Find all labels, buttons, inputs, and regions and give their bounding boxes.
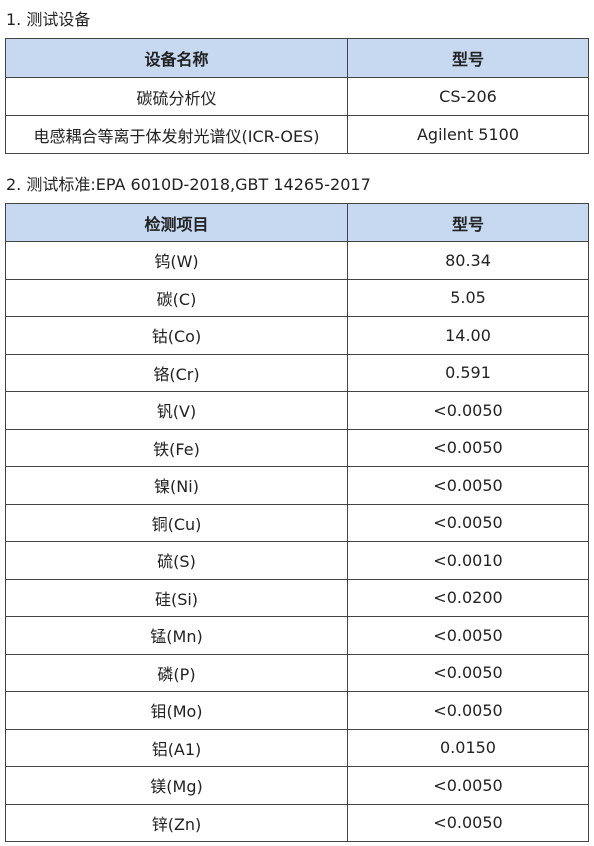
table-row: 硅(Si) <0.0200	[5, 578, 589, 617]
table-cell: 碳(C)	[5, 278, 348, 317]
table-cell: 铁(Fe)	[5, 428, 348, 467]
table-cell: 硅(Si)	[5, 578, 348, 617]
table-row: 锌(Zn) <0.0050	[5, 803, 589, 842]
table-row: 铬(Cr) 0.591	[5, 353, 589, 392]
table-cell: 5.05	[347, 278, 589, 317]
table-cell: <0.0050	[347, 466, 589, 505]
table-cell: <0.0050	[347, 391, 589, 430]
table-cell: <0.0050	[347, 616, 589, 655]
table-cell: 0.0150	[347, 728, 589, 767]
table-cell: 钨(W)	[5, 241, 348, 280]
table-cell: 碳硫分析仪	[5, 77, 348, 116]
table-row: 镁(Mg) <0.0050	[5, 766, 589, 805]
table-row: 镍(Ni) <0.0050	[5, 466, 589, 505]
section-heading: 1. 测试设备	[6, 10, 91, 29]
table-cell: 镁(Mg)	[5, 766, 348, 805]
header-cell: 型号	[347, 38, 589, 78]
table-cell: 铜(Cu)	[5, 503, 348, 542]
table-cell: 镍(Ni)	[5, 466, 348, 505]
table-row: 钼(Mo) <0.0050	[5, 691, 589, 730]
table-cell: 电感耦合等离于体发射光谱仪(ICR-OES)	[5, 115, 348, 154]
table-cell: 80.34	[347, 241, 589, 280]
table-cell: 硫(S)	[5, 541, 348, 580]
table-row: 钨(W) 80.34	[5, 241, 589, 280]
table-cell: <0.0050	[347, 503, 589, 542]
table-cell: <0.0200	[347, 578, 589, 617]
table-cell: Agilent 5100	[347, 115, 589, 154]
table-cell: 钼(Mo)	[5, 691, 348, 730]
header-row: 检测项目 型号	[5, 203, 589, 242]
table-row: 锰(Mn) <0.0050	[5, 616, 589, 655]
table-row: 铝(A1) 0.0150	[5, 728, 589, 767]
table-cell: 铬(Cr)	[5, 353, 348, 392]
table-cell: <0.0010	[347, 541, 589, 580]
table-row: 铁(Fe) <0.0050	[5, 428, 589, 467]
table-cell: <0.0050	[347, 653, 589, 692]
table-cell: 磷(P)	[5, 653, 348, 692]
table-cell: 铝(A1)	[5, 728, 348, 767]
table-row: 铜(Cu) <0.0050	[5, 503, 589, 542]
table-cell: <0.0050	[347, 803, 589, 842]
table-row: 磷(P) <0.0050	[5, 653, 589, 692]
table-row: 钒(V) <0.0050	[5, 391, 589, 430]
table-cell: <0.0050	[347, 766, 589, 805]
section-heading: 2. 测试标准:EPA 6010D-2018,GBT 14265-2017	[6, 175, 371, 194]
table-cell: 锌(Zn)	[5, 803, 348, 842]
table-cell: 0.591	[347, 353, 589, 392]
header-cell: 设备名称	[5, 38, 348, 78]
table-row: 碳(C) 5.05	[5, 278, 589, 317]
results-table: 检测项目 型号 钨(W) 80.34 碳(C) 5.05 钴(Co) 14.00 铬(Cr) 0.…	[5, 203, 589, 842]
header-cell: 型号	[347, 203, 589, 242]
table-row: 硫(S) <0.0010	[5, 541, 589, 580]
table-cell: <0.0050	[347, 428, 589, 467]
header-row: 设备名称 型号	[5, 38, 589, 78]
header-cell: 检测项目	[5, 203, 348, 242]
table-cell: 钒(V)	[5, 391, 348, 430]
table-cell: 钴(Co)	[5, 316, 348, 355]
table-row: 钴(Co) 14.00	[5, 316, 589, 355]
table-row: 碳硫分析仪 CS-206	[5, 77, 589, 116]
table-cell: CS-206	[347, 77, 589, 116]
table-cell: 锰(Mn)	[5, 616, 348, 655]
table-cell: <0.0050	[347, 691, 589, 730]
table-row: 电感耦合等离于体发射光谱仪(ICR-OES) Agilent 5100	[5, 115, 589, 154]
table-cell: 14.00	[347, 316, 589, 355]
equipment-table: 设备名称 型号 碳硫分析仪 CS-206 电感耦合等离于体发射光谱仪(ICR-OES) A…	[5, 38, 589, 154]
